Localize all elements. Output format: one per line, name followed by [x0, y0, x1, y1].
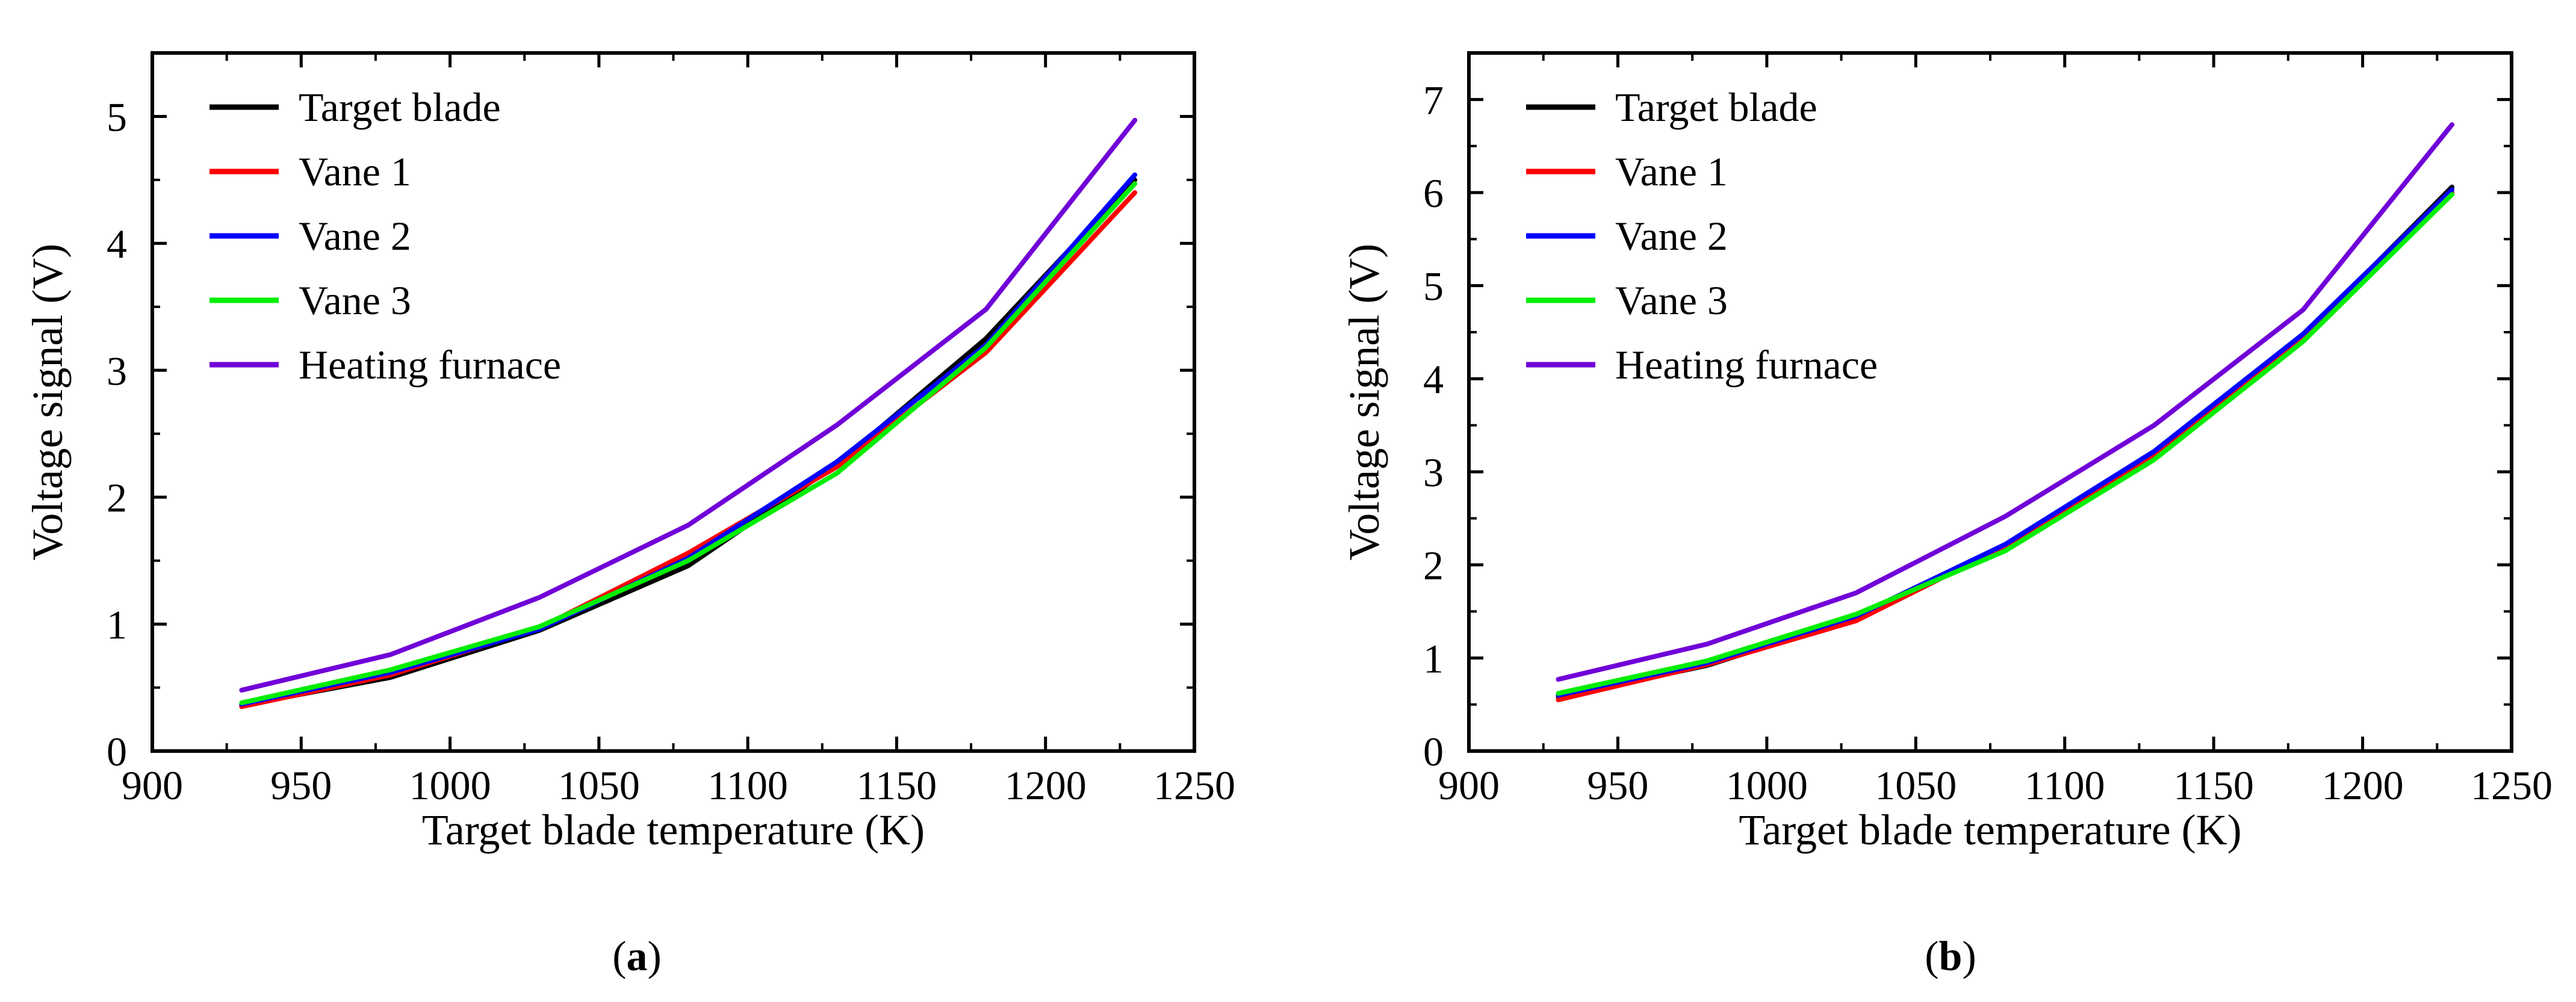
y-tick-label: 4: [107, 221, 127, 267]
panel-caption: (b): [1925, 933, 1976, 980]
x-tick-label: 900: [122, 762, 183, 808]
panel-caption-open: (: [1925, 933, 1938, 980]
legend-label: Target blade: [1615, 84, 1817, 130]
y-tick-label: 1: [1423, 636, 1444, 681]
y-tick-label: 5: [1423, 264, 1444, 309]
x-tick-label: 1000: [1726, 762, 1808, 808]
legend-label: Vane 3: [299, 277, 411, 323]
y-axis-title: Voltage signal (V): [23, 244, 72, 561]
y-axis-title: Voltage signal (V): [1340, 244, 1388, 561]
x-tick-label: 1100: [2025, 762, 2105, 808]
legend-label: Vane 1: [299, 149, 411, 194]
legend-label: Target blade: [299, 84, 501, 130]
x-tick-label: 1200: [2322, 762, 2404, 808]
x-tick-label: 1050: [558, 762, 640, 808]
x-tick-label: 950: [1587, 762, 1648, 808]
panel-caption-open: (: [612, 933, 626, 980]
y-tick-label: 1: [107, 602, 127, 648]
panel-caption: (a): [612, 933, 662, 980]
series-line-heating-furnace: [1556, 122, 2454, 682]
series-line-heating-furnace: [239, 117, 1138, 693]
x-tick-label: 900: [1438, 762, 1500, 808]
x-tick-label: 1050: [1875, 762, 1957, 808]
panel-caption-letter: a: [627, 933, 648, 980]
panel-a: 900 950 1000 1050 1100 1150 1200 1250 0 1 2 3 4 5 Targ…: [23, 51, 1235, 980]
y-tick-label: 4: [1423, 356, 1444, 402]
series-line-target-blade: [239, 177, 1138, 708]
panel-b: 900 950 1000 1050 1100 1150 1200 1250 0 1 2 3 4 5 6 7 Ta…: [1340, 51, 2553, 980]
x-tick-label: 950: [270, 762, 332, 808]
x-tick-label: 1250: [1153, 762, 1235, 808]
legend-label: Heating furnace: [1615, 342, 1878, 388]
y-tick-label: 0: [1423, 729, 1444, 775]
y-tick-label: 2: [107, 475, 127, 521]
x-tick-label: 1100: [707, 762, 787, 808]
x-tick-label: 1200: [1005, 762, 1087, 808]
legend-label: Vane 3: [1615, 277, 1728, 323]
panel-caption-letter: b: [1939, 933, 1963, 980]
y-tick-label: 7: [1423, 77, 1444, 123]
x-tick-label: 1000: [409, 762, 491, 808]
y-tick-label: 2: [1423, 543, 1444, 589]
legend-label: Vane 2: [299, 213, 411, 259]
y-tick-label: 3: [1423, 450, 1444, 495]
legend-label: Vane 1: [1615, 149, 1728, 194]
y-tick-label: 6: [1423, 170, 1444, 216]
y-tick-label: 0: [107, 729, 127, 775]
x-axis-title: Target blade temperature (K): [1739, 806, 2241, 854]
legend-label: Vane 2: [1615, 213, 1728, 259]
x-axis-title: Target blade temperature (K): [422, 806, 925, 854]
panel-caption-close: ): [1962, 933, 1976, 980]
y-tick-label: 5: [107, 94, 127, 140]
x-tick-label: 1150: [857, 762, 937, 808]
series-line-vane-3: [1556, 192, 2454, 696]
x-tick-label: 1150: [2173, 762, 2253, 808]
x-tick-label: 1250: [2471, 762, 2553, 808]
series-line-vane-3: [239, 181, 1138, 705]
panel-caption-close: ): [648, 933, 662, 980]
y-tick-label: 3: [107, 348, 127, 394]
legend-label: Heating furnace: [299, 342, 561, 388]
series-line-vane-1: [239, 190, 1138, 710]
